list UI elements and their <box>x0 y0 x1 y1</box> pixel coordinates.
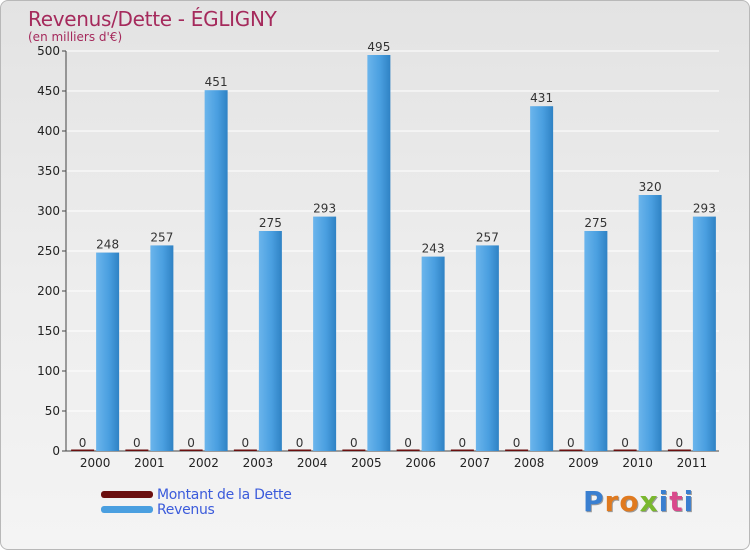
chart-subtitle: (en milliers d'€) <box>28 30 123 44</box>
y-tick-label: 400 <box>37 124 60 138</box>
bar-debt <box>71 449 95 451</box>
bar-debt <box>559 449 583 451</box>
x-tick-label: 2003 <box>243 456 274 470</box>
data-label-debt: 0 <box>133 436 141 450</box>
x-tick-label: 2009 <box>568 456 599 470</box>
data-label-revenue: 320 <box>639 180 662 194</box>
data-label-revenue: 243 <box>422 242 445 256</box>
y-tick-label: 500 <box>37 44 60 58</box>
y-tick-label: 300 <box>37 204 60 218</box>
logo-letter: i <box>658 485 670 518</box>
data-label-debt: 0 <box>404 436 412 450</box>
data-label-revenue: 275 <box>259 216 282 230</box>
x-tick-label: 2004 <box>297 456 328 470</box>
x-tick-label: 2001 <box>134 456 165 470</box>
bar-revenue <box>638 195 662 451</box>
bar-revenue <box>150 245 174 451</box>
bar-revenue <box>421 256 445 451</box>
y-tick-label: 150 <box>37 324 60 338</box>
logo-letter: r <box>604 485 620 518</box>
data-label-debt: 0 <box>459 436 467 450</box>
bar-revenue <box>313 216 337 451</box>
data-label-revenue: 293 <box>693 202 716 216</box>
y-tick-label: 350 <box>37 164 60 178</box>
logo-letter: o <box>619 485 640 518</box>
y-tick-label: 450 <box>37 84 60 98</box>
chart-title: Revenus/Dette - ÉGLIGNY <box>28 7 277 31</box>
x-tick-label: 2010 <box>622 456 653 470</box>
x-tick-label: 2002 <box>188 456 219 470</box>
data-label-debt: 0 <box>296 436 304 450</box>
data-label-revenue: 248 <box>96 238 119 252</box>
y-tick-label: 0 <box>52 444 60 458</box>
x-tick-label: 2005 <box>351 456 382 470</box>
data-label-debt: 0 <box>513 436 521 450</box>
bar-revenue <box>204 90 228 451</box>
data-label-revenue: 451 <box>205 75 228 89</box>
data-label-revenue: 257 <box>476 230 499 244</box>
y-tick-label: 200 <box>37 284 60 298</box>
bar-debt <box>667 449 691 451</box>
bar-debt <box>450 449 474 451</box>
bar-debt <box>613 449 637 451</box>
bar-debt <box>505 449 529 451</box>
y-tick-label: 50 <box>45 404 60 418</box>
data-label-debt: 0 <box>621 436 629 450</box>
bar-debt <box>233 449 257 451</box>
bar-revenue <box>475 245 499 451</box>
y-tick-label: 100 <box>37 364 60 378</box>
logo-letter: t <box>669 485 684 518</box>
data-label-debt: 0 <box>350 436 358 450</box>
bar-debt <box>288 449 312 451</box>
data-label-debt: 0 <box>187 436 195 450</box>
bar-revenue <box>530 106 554 451</box>
data-label-revenue: 431 <box>530 91 553 105</box>
bar-debt <box>396 449 420 451</box>
data-label-debt: 0 <box>79 436 87 450</box>
legend-item-debt: Montant de la Dette <box>101 486 292 503</box>
bar-debt <box>342 449 366 451</box>
bar-revenue <box>96 252 120 451</box>
data-label-revenue: 293 <box>313 202 336 216</box>
bar-revenue <box>692 216 716 451</box>
bar-revenue <box>367 55 391 451</box>
data-label-revenue: 257 <box>150 230 173 244</box>
proxiti-logo: Proxiti <box>583 485 694 518</box>
data-label-revenue: 275 <box>584 216 607 230</box>
bar-revenue <box>584 231 608 451</box>
logo-letter: x <box>639 485 659 518</box>
data-label-debt: 0 <box>567 436 575 450</box>
legend: Montant de la Dette Revenus <box>101 486 292 518</box>
bar-debt <box>125 449 149 451</box>
x-tick-label: 2008 <box>514 456 545 470</box>
legend-label-debt: Montant de la Dette <box>157 486 292 503</box>
bar-debt <box>179 449 203 451</box>
data-label-debt: 0 <box>242 436 250 450</box>
y-tick-label: 250 <box>37 244 60 258</box>
x-tick-label: 2011 <box>677 456 708 470</box>
x-tick-label: 2000 <box>80 456 111 470</box>
data-label-revenue: 495 <box>367 40 390 54</box>
legend-swatch-debt <box>101 491 153 498</box>
x-tick-label: 2007 <box>460 456 491 470</box>
bar-revenue <box>258 231 282 451</box>
x-tick-label: 2006 <box>405 456 436 470</box>
legend-item-revenue: Revenus <box>101 501 292 518</box>
logo-letter: i <box>683 485 695 518</box>
data-label-debt: 0 <box>676 436 684 450</box>
legend-label-revenue: Revenus <box>157 501 215 518</box>
logo-letter: P <box>583 485 605 518</box>
legend-swatch-revenue <box>101 506 153 513</box>
